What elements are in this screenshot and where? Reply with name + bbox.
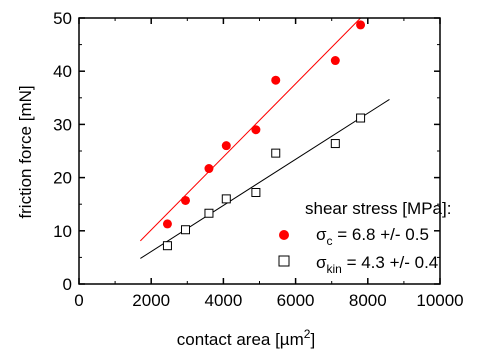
legend-title: shear stress [MPa]: (305, 199, 451, 218)
data-point-c (356, 20, 366, 30)
plot-frame (78, 17, 441, 285)
data-point-c (271, 75, 281, 85)
data-point-c (180, 195, 190, 205)
data-point-kin (180, 225, 190, 235)
data-point-kin (251, 187, 261, 197)
data-point-c (162, 219, 172, 229)
data-point-kin (271, 148, 281, 158)
legend-entry-sigma-c: σc = 6.8 +/- 0.5 (316, 225, 429, 248)
legend-marker-open-square (278, 255, 290, 267)
x-tick-label: 0 (74, 291, 83, 310)
y-tick-label: 30 (53, 115, 72, 134)
legend-marker-filled-circle (279, 230, 289, 240)
axes (78, 17, 441, 285)
legend-entry-sigma-kin: σkin = 4.3 +/- 0.4 (316, 253, 438, 276)
data-point-kin (330, 139, 340, 149)
data-point-kin (221, 194, 231, 204)
data-point-c (221, 141, 231, 151)
data-markers (162, 20, 366, 251)
fit-line-c (140, 17, 361, 242)
legend: shear stress [MPa]: σc = 6.8 +/- 0.5 σki… (278, 199, 451, 276)
y-tick-label: 20 (53, 169, 72, 188)
x-tick-label: 4000 (204, 291, 242, 310)
data-point-c (251, 125, 261, 135)
y-tick-label: 0 (63, 275, 72, 294)
x-tick-label: 8000 (349, 291, 387, 310)
y-tick-label: 40 (53, 62, 72, 81)
data-point-kin (356, 113, 366, 123)
tick-labels: 0 2000 4000 6000 8000 10000 0 10 20 30 40 50 (53, 9, 464, 310)
y-axis-label: friction force [mN] (16, 85, 35, 218)
y-tick-label: 50 (53, 9, 72, 28)
data-point-c (330, 56, 340, 66)
x-tick-label: 10000 (416, 291, 463, 310)
data-point-kin (162, 241, 172, 251)
x-axis-label: contact area [µm2] (177, 327, 315, 349)
x-tick-label: 2000 (132, 291, 170, 310)
data-point-c (204, 164, 214, 174)
fit-lines (140, 17, 390, 259)
data-point-kin (204, 208, 214, 218)
x-tick-label: 6000 (277, 291, 315, 310)
y-tick-label: 10 (53, 222, 72, 241)
